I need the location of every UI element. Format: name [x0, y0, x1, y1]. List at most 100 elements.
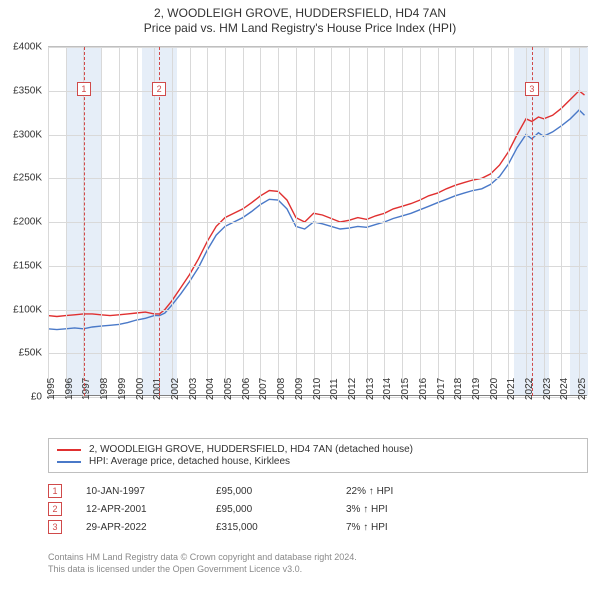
x-gridline — [172, 47, 173, 396]
x-gridline — [420, 47, 421, 396]
y-gridline — [48, 47, 587, 48]
event-marker-line — [532, 47, 533, 396]
x-tick-label: 2010 — [312, 378, 323, 400]
y-gridline — [48, 222, 587, 223]
x-tick-label: 2012 — [347, 378, 358, 400]
x-tick-label: 2017 — [436, 378, 447, 400]
y-gridline — [48, 266, 587, 267]
legend-swatch — [57, 449, 81, 451]
x-tick-label: 2009 — [294, 378, 305, 400]
title-line-2: Price paid vs. HM Land Registry's House … — [0, 21, 600, 35]
x-tick-label: 2023 — [542, 378, 553, 400]
x-gridline — [190, 47, 191, 396]
legend-label: 2, WOODLEIGH GROVE, HUDDERSFIELD, HD4 7A… — [89, 444, 413, 455]
event-row-delta: 7% ↑ HPI — [346, 522, 476, 533]
x-gridline — [296, 47, 297, 396]
y-tick-label: £150K — [13, 260, 42, 271]
x-tick-label: 2011 — [329, 378, 340, 400]
x-gridline — [473, 47, 474, 396]
x-gridline — [349, 47, 350, 396]
x-gridline — [48, 47, 49, 396]
x-tick-label: 2004 — [205, 378, 216, 400]
x-gridline — [119, 47, 120, 396]
chart-legend: 2, WOODLEIGH GROVE, HUDDERSFIELD, HD4 7A… — [48, 438, 588, 473]
event-marker-box: 1 — [77, 82, 91, 96]
x-tick-label: 2015 — [400, 378, 411, 400]
x-tick-label: 2013 — [365, 378, 376, 400]
x-gridline — [455, 47, 456, 396]
x-gridline — [207, 47, 208, 396]
y-tick-label: £350K — [13, 85, 42, 96]
event-row-marker: 2 — [48, 502, 62, 516]
y-tick-label: £300K — [13, 129, 42, 140]
x-tick-label: 2000 — [135, 378, 146, 400]
y-tick-label: £250K — [13, 173, 42, 184]
series-line — [48, 91, 585, 317]
x-tick-label: 2018 — [453, 378, 464, 400]
x-gridline — [367, 47, 368, 396]
y-gridline — [48, 135, 587, 136]
x-tick-label: 1996 — [64, 378, 75, 400]
event-row-date: 12-APR-2001 — [86, 504, 216, 515]
x-tick-label: 2021 — [506, 378, 517, 400]
x-tick-label: 2020 — [489, 378, 500, 400]
x-gridline — [331, 47, 332, 396]
x-gridline — [314, 47, 315, 396]
chart-titles: 2, WOODLEIGH GROVE, HUDDERSFIELD, HD4 7A… — [0, 0, 600, 35]
chart-plot-area: £0£50K£100K£150K£200K£250K£300K£350K£400… — [48, 46, 588, 396]
event-row: 110-JAN-1997£95,00022% ↑ HPI — [48, 484, 588, 498]
event-row: 2 12-APR-2001£95,0003% ↑ HPI — [48, 502, 588, 516]
plot-surface: £0£50K£100K£150K£200K£250K£300K£350K£400… — [48, 46, 588, 396]
footer-line-1: Contains HM Land Registry data © Crown c… — [48, 552, 588, 564]
x-gridline — [137, 47, 138, 396]
title-line-1: 2, WOODLEIGH GROVE, HUDDERSFIELD, HD4 7A… — [0, 6, 600, 20]
x-tick-label: 2007 — [258, 378, 269, 400]
event-marker-box: 3 — [525, 82, 539, 96]
x-gridline — [526, 47, 527, 396]
series-line — [48, 110, 585, 330]
x-gridline — [66, 47, 67, 396]
footer-line-2: This data is licensed under the Open Gov… — [48, 564, 588, 576]
x-gridline — [402, 47, 403, 396]
x-tick-label: 1995 — [46, 378, 57, 400]
x-gridline — [491, 47, 492, 396]
y-gridline — [48, 91, 587, 92]
x-gridline — [579, 47, 580, 396]
x-gridline — [544, 47, 545, 396]
event-marker-line — [84, 47, 85, 396]
x-tick-label: 2014 — [382, 378, 393, 400]
x-gridline — [101, 47, 102, 396]
footer-attribution: Contains HM Land Registry data © Crown c… — [48, 552, 588, 575]
y-tick-label: £400K — [13, 42, 42, 53]
legend-row: 2, WOODLEIGH GROVE, HUDDERSFIELD, HD4 7A… — [57, 444, 579, 455]
y-tick-label: £100K — [13, 304, 42, 315]
x-tick-label: 2003 — [188, 378, 199, 400]
x-tick-label: 2006 — [241, 378, 252, 400]
y-gridline — [48, 178, 587, 179]
x-gridline — [438, 47, 439, 396]
event-row-delta: 3% ↑ HPI — [346, 504, 476, 515]
legend-label: HPI: Average price, detached house, Kirk… — [89, 456, 290, 467]
x-tick-label: 2016 — [418, 378, 429, 400]
y-gridline — [48, 353, 587, 354]
x-gridline — [278, 47, 279, 396]
x-tick-label: 1998 — [99, 378, 110, 400]
event-row-date: 10-JAN-1997 — [86, 486, 216, 497]
event-row-price: £95,000 — [216, 486, 346, 497]
x-gridline — [225, 47, 226, 396]
y-tick-label: £0 — [31, 392, 42, 403]
x-tick-label: 2001 — [152, 378, 163, 400]
event-row: 329-APR-2022£315,0007% ↑ HPI — [48, 520, 588, 534]
event-row-price: £95,000 — [216, 504, 346, 515]
event-row-date: 29-APR-2022 — [86, 522, 216, 533]
x-tick-label: 2019 — [471, 378, 482, 400]
x-tick-label: 2005 — [223, 378, 234, 400]
x-gridline — [154, 47, 155, 396]
y-tick-label: £50K — [19, 348, 42, 359]
x-gridline — [561, 47, 562, 396]
x-tick-label: 2002 — [170, 378, 181, 400]
page: 2, WOODLEIGH GROVE, HUDDERSFIELD, HD4 7A… — [0, 0, 600, 590]
x-gridline — [384, 47, 385, 396]
legend-row: HPI: Average price, detached house, Kirk… — [57, 456, 579, 467]
x-gridline — [508, 47, 509, 396]
